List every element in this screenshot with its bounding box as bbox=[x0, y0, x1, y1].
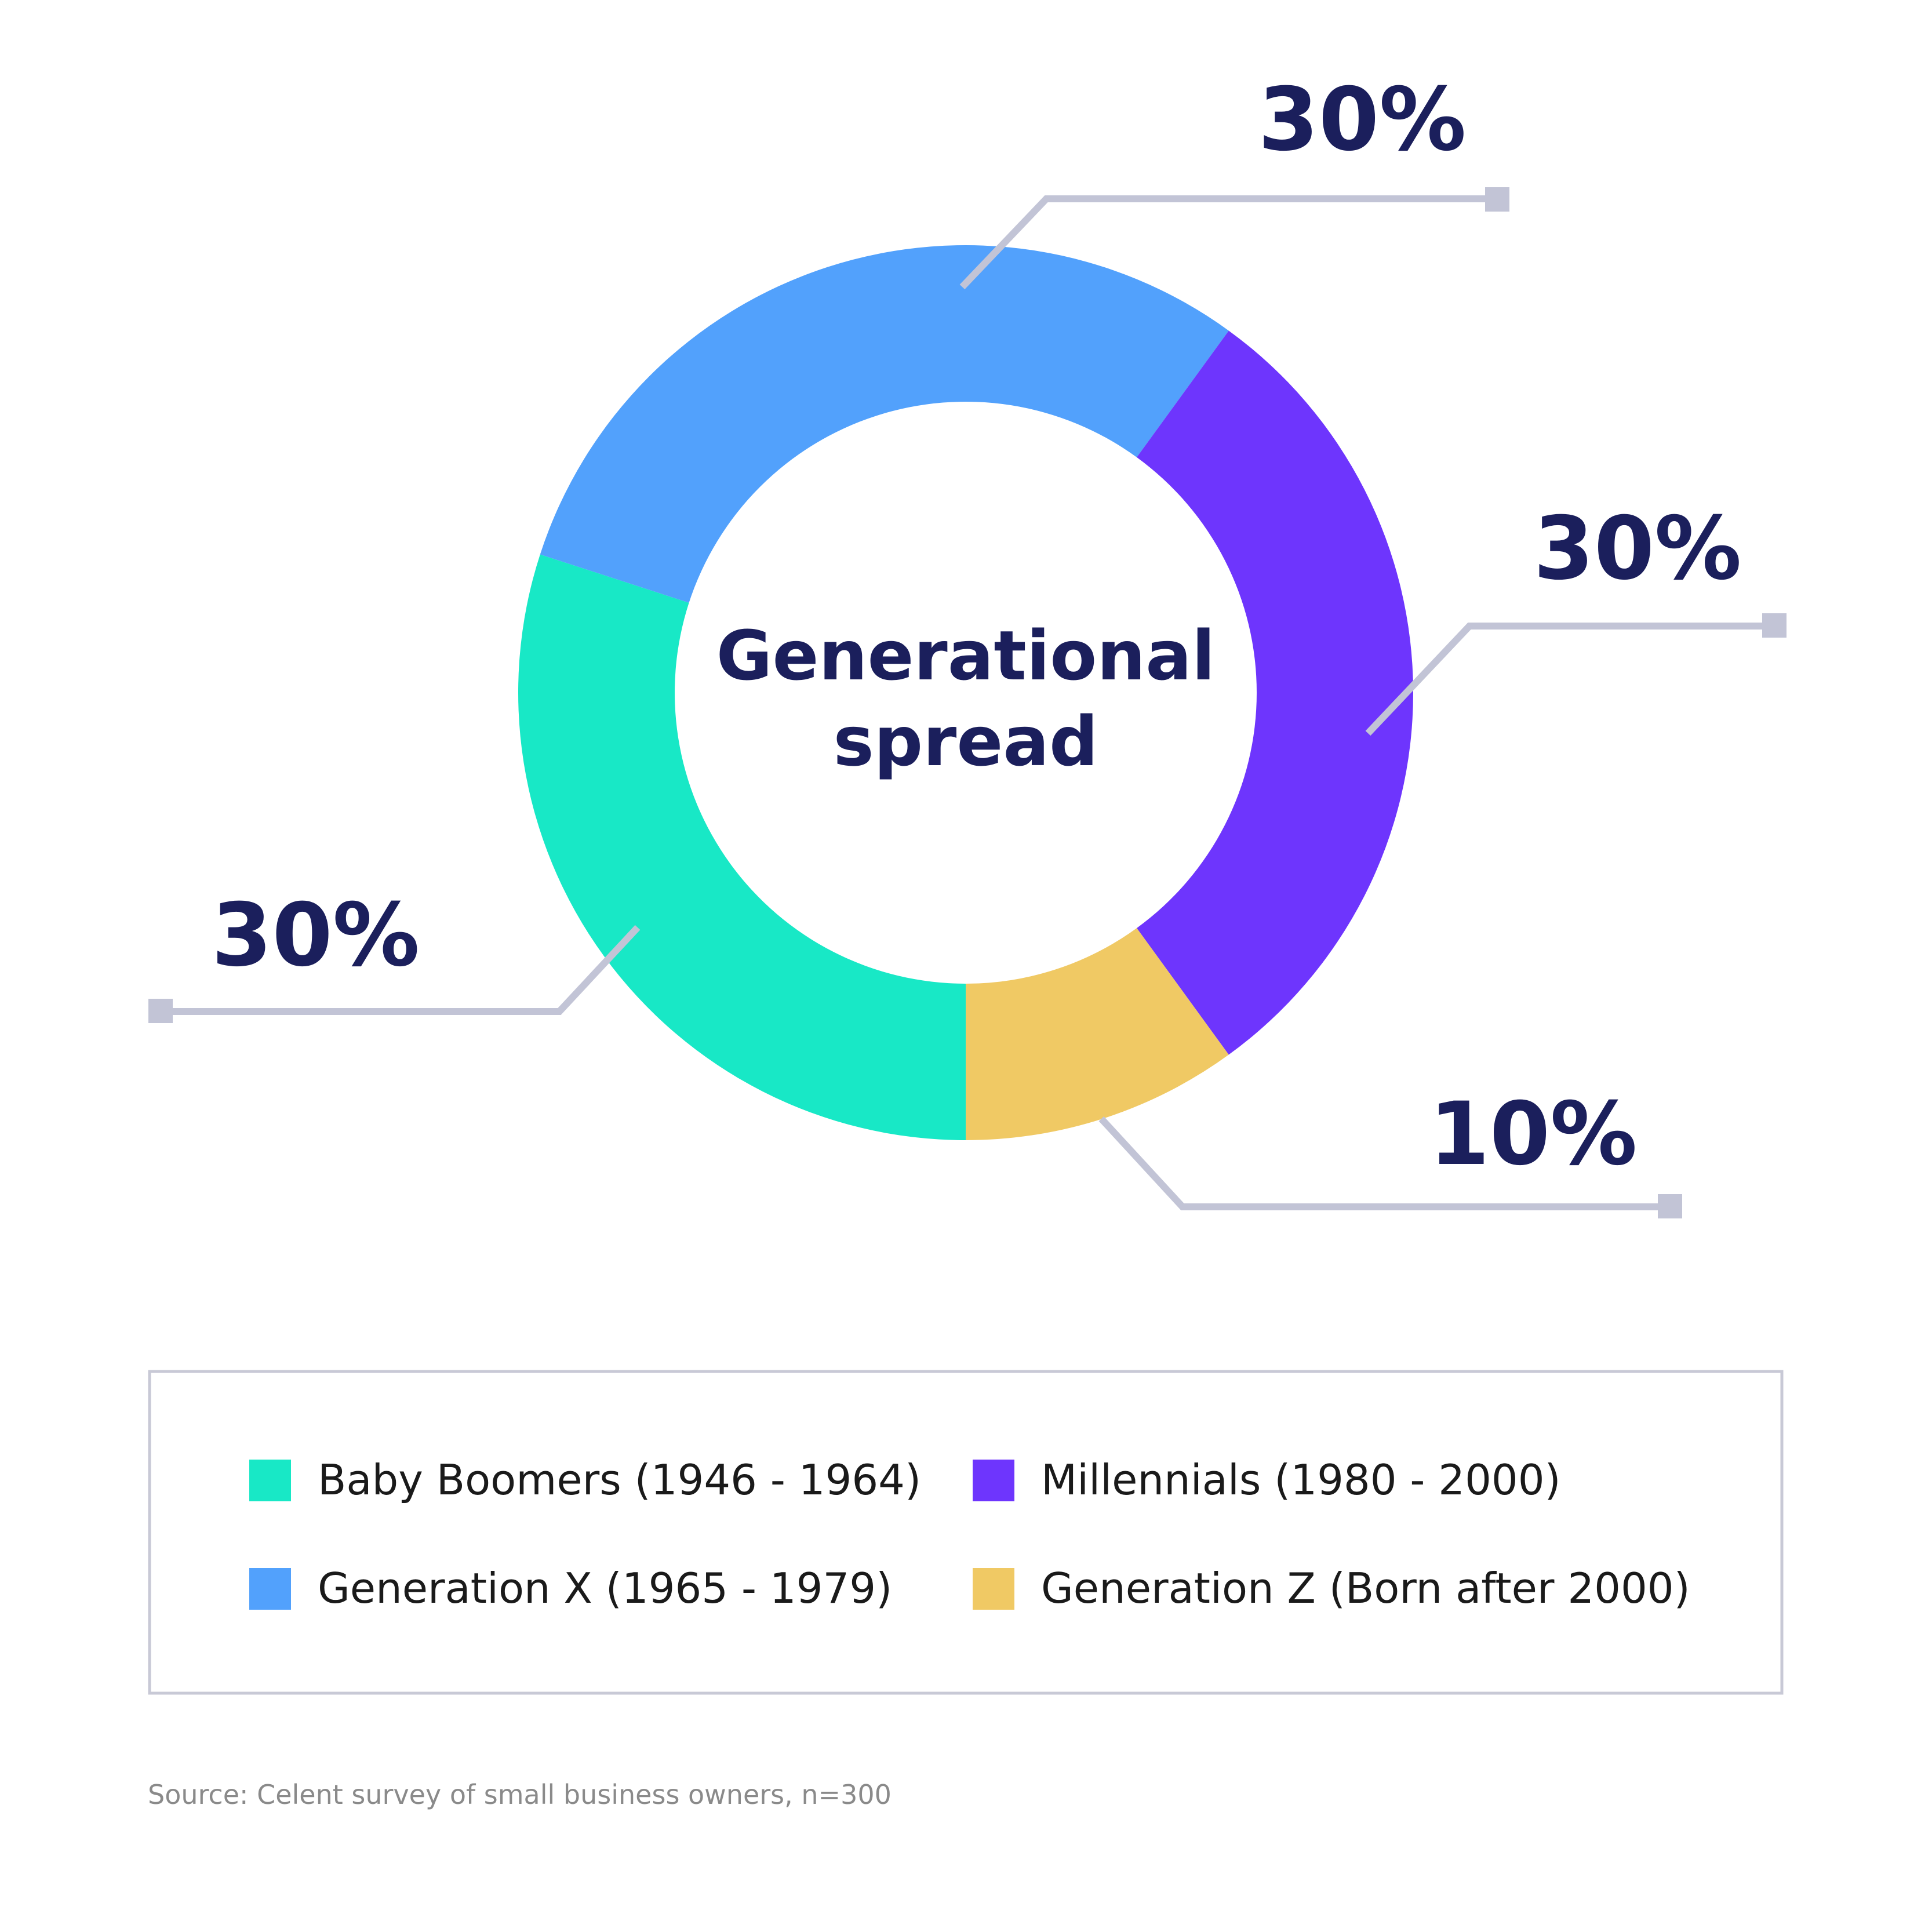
value-label-millennials: 30% bbox=[1533, 499, 1741, 599]
leader-line-millennials bbox=[1365, 623, 1774, 736]
center-title-line-1: Generational bbox=[716, 616, 1216, 696]
center-title-line-2: spread bbox=[833, 701, 1098, 781]
leader-marker-generation-z bbox=[1658, 1194, 1682, 1218]
leader-marker-millennials bbox=[1762, 613, 1787, 638]
leader-line-generation-x bbox=[959, 195, 1496, 290]
legend-label-generation-x: Generation X (1965 - 1979) bbox=[318, 1564, 892, 1613]
legend-label-baby-boomers: Baby Boomers (1946 - 1964) bbox=[318, 1456, 921, 1504]
slice-value-labels: 30% 30% 30% 10% bbox=[212, 70, 1742, 1185]
slice-millennials bbox=[1137, 330, 1413, 1055]
slice-generation-z bbox=[966, 928, 1229, 1140]
value-label-baby-boomers: 30% bbox=[212, 885, 420, 986]
donut-slices bbox=[518, 245, 1413, 1140]
leader-lines bbox=[148, 187, 1787, 1218]
leader-marker-baby-boomers bbox=[148, 999, 173, 1023]
legend-box bbox=[148, 1370, 1784, 1695]
value-label-generation-z: 10% bbox=[1429, 1084, 1637, 1185]
leader-line-baby-boomers bbox=[162, 925, 641, 1015]
legend-swatch-generation-x bbox=[249, 1568, 291, 1610]
legend-swatch-millennials bbox=[973, 1460, 1014, 1501]
legend-swatch-baby-boomers bbox=[249, 1460, 291, 1501]
legend: Baby Boomers (1946 - 1964) Generation X (… bbox=[249, 1456, 1690, 1613]
legend-label-millennials: Millennials (1980 - 2000) bbox=[1041, 1456, 1561, 1504]
legend-label-generation-z: Generation Z (Born after 2000) bbox=[1041, 1564, 1690, 1613]
legend-swatch-generation-z bbox=[973, 1568, 1014, 1610]
leader-line-generation-z bbox=[1098, 1116, 1669, 1210]
source-note: Source: Celent survey of small business … bbox=[148, 1779, 892, 1810]
slice-generation-x bbox=[540, 245, 1229, 603]
leader-marker-generation-x bbox=[1485, 187, 1509, 212]
value-label-generation-x: 30% bbox=[1258, 70, 1466, 170]
slice-baby-boomers bbox=[518, 554, 966, 1140]
